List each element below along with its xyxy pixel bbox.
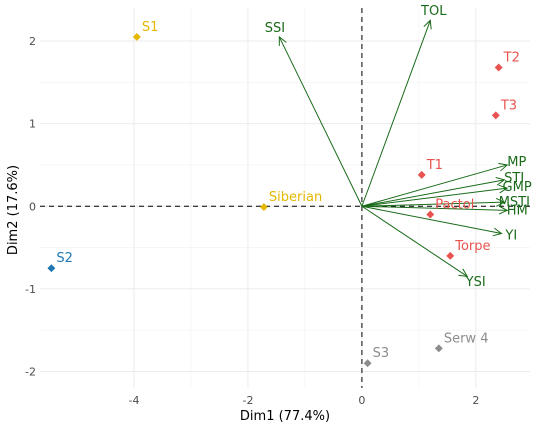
point-marker (446, 251, 455, 260)
vector-line (361, 205, 502, 235)
point-label: T3 (500, 98, 517, 113)
x-tick-label: -2 (242, 394, 253, 407)
vector-line (361, 187, 508, 207)
x-tick-label: 2 (472, 394, 479, 407)
point-label: S3 (373, 346, 390, 361)
x-tick-label: -4 (129, 394, 140, 407)
vector-label: TOL (420, 4, 447, 19)
vector-line (361, 179, 505, 207)
vector-line (361, 164, 508, 207)
reference-lines (40, 8, 530, 388)
y-tick-label: 0 (29, 200, 36, 213)
vector-line (278, 36, 363, 207)
vector-label: MP (507, 155, 526, 170)
y-axis-title: Dim2 (17.6%) (6, 165, 21, 255)
vector-arrowhead (458, 268, 469, 278)
y-tick-label: 2 (29, 35, 36, 48)
y-tick-label: 1 (29, 118, 36, 131)
vector-label: SSI (265, 21, 285, 36)
y-tick-label: -1 (25, 283, 36, 296)
point-label: T2 (503, 50, 520, 65)
point-marker (434, 344, 443, 353)
vector-arrowhead (423, 19, 432, 30)
point-marker (426, 210, 435, 219)
vector-line (361, 201, 505, 207)
vector-arrowhead (278, 35, 287, 46)
point-label: Torpe (454, 239, 490, 254)
x-tick-label: 0 (358, 394, 365, 407)
variable-vectors (278, 19, 509, 278)
vector-line (361, 20, 431, 207)
vector-line (361, 205, 508, 211)
point-marker (259, 203, 268, 212)
vector-arrowhead (495, 197, 506, 207)
vector-arrowhead (492, 227, 503, 237)
vector-label: GMP (503, 180, 532, 195)
vector-arrowhead (498, 184, 509, 194)
point-label: Pactol (435, 198, 474, 213)
vector-line (361, 205, 468, 277)
panel-background (40, 8, 530, 388)
vector-label: HM (507, 204, 528, 219)
axis-ticks: -4 -2 0 2 -2 -1 0 1 2 (25, 35, 479, 407)
vector-label: STI (504, 171, 524, 186)
vector-label: YI (504, 228, 517, 243)
point-label: T1 (426, 158, 443, 173)
point-label: Siberian (269, 190, 322, 205)
point-label: S1 (142, 20, 159, 35)
vector-label: YSI (465, 275, 486, 290)
vector-arrowhead (498, 205, 509, 215)
point-label: S2 (56, 251, 73, 266)
point-marker (132, 32, 141, 41)
vector-arrowhead (495, 176, 506, 186)
vector-arrowhead (498, 162, 509, 172)
vector-label: MSTI (499, 195, 530, 210)
point-marker (363, 359, 372, 368)
point-marker (417, 170, 426, 179)
point-label: Serw 4 (444, 331, 489, 346)
y-tick-label: -2 (25, 365, 36, 378)
x-axis-title: Dim1 (77.4%) (240, 409, 330, 424)
